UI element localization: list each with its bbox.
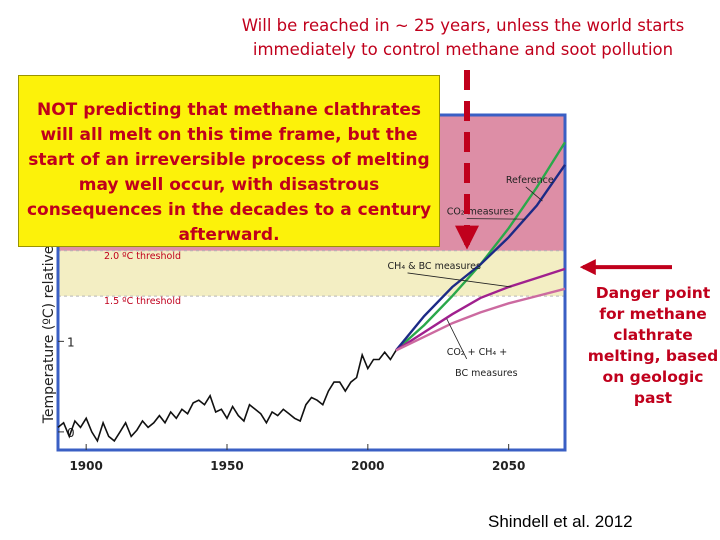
y-tick-label-1: 1	[67, 335, 75, 349]
series-annotation-1: CO₂ measures	[447, 207, 514, 218]
x-tick-label-2050: 2050	[492, 459, 525, 473]
annotation-pointer-1	[466, 218, 526, 220]
annotation-pointer-3	[446, 318, 468, 360]
danger-point-label: Danger point for methane clathrate melti…	[587, 284, 719, 407]
yellow-note-box: NOT predicting that methane clathrates w…	[18, 75, 440, 247]
series-annotation-3: CO₂ + CH₄ +	[447, 347, 507, 358]
x-tick-label-2000: 2000	[351, 459, 384, 473]
threshold-lines: 2.0 ºC threshold 1.5 ºC threshold	[58, 250, 565, 307]
top-caption: Will be reached in ~ 25 years, unless th…	[241, 16, 685, 59]
annotation-pointer-2	[407, 272, 512, 288]
y-axis-label: Temperature (ºC) relative	[41, 246, 57, 425]
series-annotation-2: CH₄ & BC measures	[388, 261, 481, 272]
zone-band-1	[58, 250, 565, 297]
annotation-pointer-0	[525, 186, 543, 202]
x-tick-label-1950: 1950	[210, 459, 243, 473]
callout-arrows	[455, 70, 672, 276]
observed-temperature-line	[57, 349, 397, 443]
threshold-label-1: 1.5 ºC threshold	[104, 296, 181, 307]
series-line-1	[395, 164, 566, 352]
series-line-3	[395, 287, 566, 352]
series-line-2	[395, 267, 566, 352]
series-annotation-4: BC measures	[455, 368, 517, 379]
series-annotations: Reference CO₂ measures CH₄ & BC measures CO…	[388, 175, 554, 379]
citation: Shindell et al. 2012	[488, 512, 633, 531]
series-annotation-0: Reference	[506, 175, 554, 186]
threshold-label-0: 2.0 ºC threshold	[104, 251, 181, 262]
data-series	[57, 141, 567, 443]
x-tick-label-1900: 1900	[69, 459, 102, 473]
